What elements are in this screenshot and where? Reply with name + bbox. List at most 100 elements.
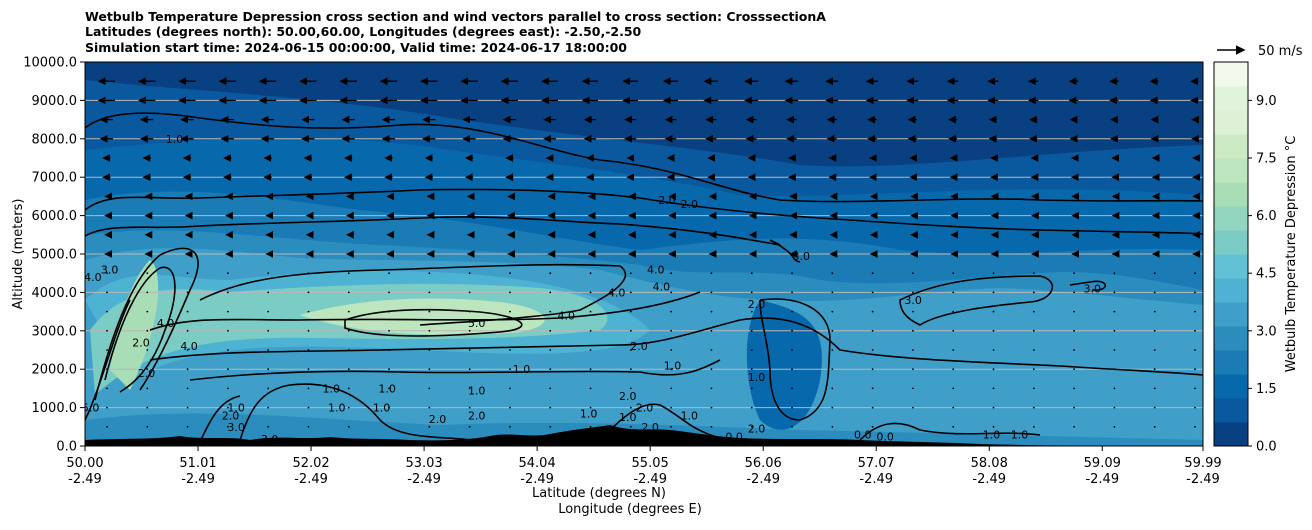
- wind-vector: [1194, 368, 1196, 371]
- y-tick-label: 9000.0: [32, 94, 78, 109]
- wind-vector: [992, 291, 995, 294]
- wind-vector: [509, 387, 511, 390]
- wind-vector: [388, 425, 390, 428]
- wind-vector: [952, 329, 955, 332]
- chart-title-line-2: Latitudes (degrees north): 50.00,60.00, …: [85, 24, 642, 39]
- wind-vector: [267, 272, 270, 275]
- wind-vector: [831, 272, 834, 275]
- wind-vector: [629, 291, 632, 294]
- wind-vector: [992, 272, 995, 275]
- wind-vector: [549, 291, 552, 294]
- x-tick-label-lon: -2.49: [972, 472, 1006, 487]
- wind-vector: [186, 368, 189, 371]
- x-axis-label-lat: Latitude (degrees N): [532, 486, 666, 501]
- colorbar-segment: [1214, 182, 1248, 207]
- colorbar: 0.0 1.5 3.0 4.5 6.0 7.5 9.0: [1213, 61, 1277, 455]
- colorbar-tick-label: 1.5: [1256, 382, 1277, 397]
- wind-vector: [428, 291, 431, 294]
- wind-vector: [388, 310, 390, 313]
- wind-vector: [992, 349, 995, 351]
- wind-vector: [670, 425, 673, 428]
- wind-vector: [871, 272, 874, 275]
- wind-vector: [871, 406, 874, 409]
- wind-vector: [509, 349, 511, 351]
- wind-vector: [589, 329, 592, 332]
- x-tick-label-lon: -2.49: [1186, 472, 1220, 487]
- contour-label: 1.0: [681, 409, 699, 422]
- wind-vector: [710, 349, 713, 351]
- x-axis: 50.00-2.4951.01-2.4952.02-2.4953.03-2.49…: [66, 446, 1222, 487]
- y-axis-label: Altitude (meters): [11, 199, 26, 310]
- wind-vector: [952, 291, 955, 294]
- contour-label: 5.0: [468, 317, 486, 330]
- x-tick-label-lon: -2.49: [520, 472, 554, 487]
- wind-vector: [428, 406, 431, 409]
- wind-vector: [750, 349, 753, 351]
- wind-vector: [186, 349, 189, 351]
- wind-vector: [1113, 310, 1116, 313]
- wind-vector: [629, 310, 632, 313]
- wind-vector: [670, 387, 673, 390]
- wind-vector: [710, 425, 713, 428]
- wind-vector: [629, 329, 632, 332]
- contour-label: 1.0: [227, 402, 245, 415]
- wind-vector: [589, 349, 592, 351]
- wind-vector: [146, 291, 149, 294]
- wind-vector: [791, 368, 793, 371]
- wind-vector: [106, 291, 108, 294]
- contour-3.0-right: [899, 275, 1054, 326]
- wind-vector: [992, 368, 995, 371]
- wind-vector: [952, 349, 955, 351]
- colorbar-segment: [1214, 326, 1248, 351]
- wind-vector: [710, 368, 713, 371]
- contour-5.0-left: [85, 299, 131, 421]
- colorbar-segment: [1214, 62, 1248, 87]
- contour-label: 1.0: [748, 371, 766, 384]
- wind-vector: [347, 310, 350, 313]
- wind-vector: [509, 329, 511, 332]
- x-tick-label-lat: 56.06: [745, 456, 782, 471]
- colorbar-segment: [1214, 374, 1248, 399]
- x-tick-label-lat: 59.09: [1084, 456, 1121, 471]
- wind-vector: [791, 291, 793, 294]
- wind-vector: [1153, 406, 1156, 409]
- wind-vector: [670, 291, 673, 294]
- wind-vector: [549, 406, 552, 409]
- wind-vector: [307, 291, 310, 294]
- wind-vector: [1032, 387, 1035, 390]
- wind-vector: [267, 387, 270, 390]
- contour-label: 0.0: [854, 428, 872, 441]
- wind-vector: [347, 406, 350, 409]
- wind-vector: [226, 406, 229, 409]
- wind-vector: [1032, 329, 1035, 332]
- wind-vector: [549, 425, 552, 428]
- band-9: [300, 298, 545, 335]
- contour-label: 2.0: [222, 409, 240, 422]
- contour-label: 1.0: [373, 402, 391, 415]
- x-tick-label-lon: -2.49: [68, 472, 102, 487]
- wind-vector: [468, 425, 471, 428]
- x-tick-label-lon: -2.49: [294, 472, 328, 487]
- wind-vector: [1194, 310, 1196, 313]
- wind-vector: [307, 368, 310, 371]
- wind-vector: [1153, 329, 1156, 332]
- wind-vector: [791, 329, 793, 332]
- wind-vector: [388, 349, 390, 351]
- plot-area: 1.04.03.04.02.04.05.02.01.02.03.03.01.01…: [85, 62, 1203, 446]
- wind-vector: [912, 387, 914, 390]
- colorbar-segment: [1214, 302, 1248, 327]
- wind-vector: [428, 310, 431, 313]
- colorbar-tick-label: 6.0: [1256, 209, 1277, 224]
- x-tick-label-lat: 58.08: [971, 456, 1008, 471]
- contour-labels: 1.04.03.04.02.04.05.02.01.02.03.03.01.01…: [85, 133, 1101, 446]
- wind-vector: [1153, 368, 1156, 371]
- contour-2.0-low-mid: [599, 403, 721, 441]
- wind-vector: [388, 406, 390, 409]
- wind-vector: [912, 310, 914, 313]
- wind-vector: [871, 310, 874, 313]
- contour-label: 2.0: [132, 336, 150, 349]
- wind-vector: [468, 406, 471, 409]
- contour-3.0-upper: [85, 216, 801, 263]
- contour-label: 4.0: [608, 286, 626, 299]
